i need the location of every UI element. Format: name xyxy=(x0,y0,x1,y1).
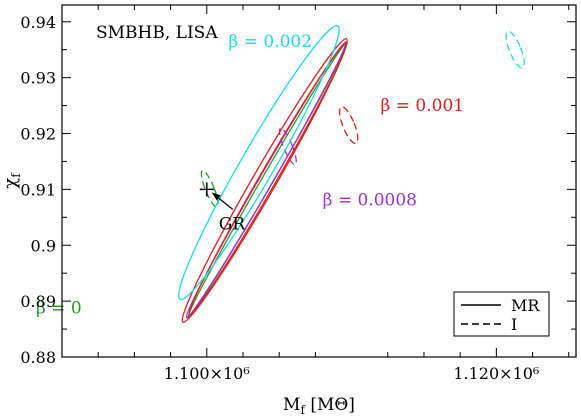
plot-frame xyxy=(61,4,577,358)
series-label: β = 0.001 xyxy=(381,96,465,116)
i-contour xyxy=(505,30,525,69)
i-contour xyxy=(278,127,297,166)
y-tick-label: 0.93 xyxy=(20,69,56,88)
mr-contour xyxy=(178,24,340,301)
plot-marks: β = 0 β = 0.0008 β = 0.001 β = 0.002 GR xyxy=(36,24,525,323)
x-tick-label: 1.120×10⁶ xyxy=(453,364,539,383)
y-tick-label: 0.9 xyxy=(31,236,56,255)
y-tick-label: 0.92 xyxy=(20,125,56,144)
mr-contour xyxy=(188,43,347,316)
gr-arrowhead xyxy=(211,192,221,201)
y-tick-label: 0.91 xyxy=(20,180,56,199)
x-tick-label: 1.100×10⁶ xyxy=(164,364,250,383)
series-label: β = 0.002 xyxy=(229,32,313,52)
mr-contour xyxy=(185,41,347,319)
gr-label: GR xyxy=(219,214,247,234)
i-contour xyxy=(338,106,359,145)
x-axis-label: Mf [MΘ] xyxy=(283,395,355,417)
series-label: β = 0 xyxy=(36,298,82,318)
y-tick-label: 0.89 xyxy=(20,292,56,311)
legend-label: MR xyxy=(511,296,540,315)
legend: MRI xyxy=(453,291,550,337)
series-label: β = 0.0008 xyxy=(323,191,417,211)
chart-annotation: SMBHB, LISA xyxy=(96,23,218,43)
i-contour xyxy=(200,169,219,208)
mr-contour xyxy=(181,37,348,323)
y-axis-label: χf xyxy=(0,172,23,189)
axis-ticks: 0.88 0.89 0.9 0.91 0.92 0.93 0.94 1.100×10⁶ 1.12… xyxy=(20,5,576,383)
legend-label: I xyxy=(511,315,517,334)
legend-box xyxy=(453,291,550,337)
y-tick-label: 0.94 xyxy=(20,13,56,32)
y-tick-label: 0.88 xyxy=(20,348,56,367)
